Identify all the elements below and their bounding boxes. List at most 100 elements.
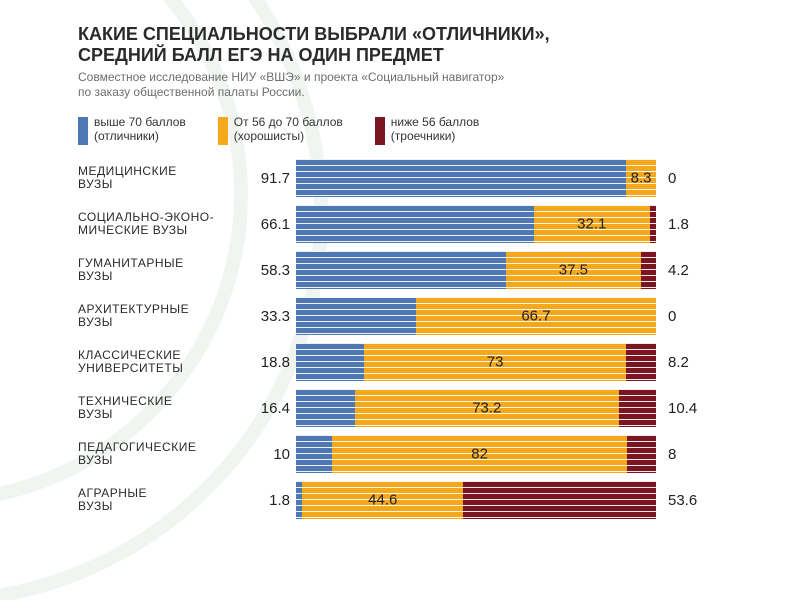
category-line-1: АГРАРНЫЕ (78, 486, 147, 500)
stacked-bar: 32.1 (296, 205, 656, 243)
category-line-1: АРХИТЕКТУРНЫЕ (78, 302, 189, 316)
chart-rows: МЕДИЦИНСКИЕВУЗЫ91.78.30СОЦИАЛЬНО-ЭКОНО-М… (78, 159, 778, 519)
legend-line-1: От 56 до 70 баллов (234, 116, 343, 130)
category-label: МЕДИЦИНСКИЕВУЗЫ (78, 165, 238, 192)
segment-high (296, 159, 626, 197)
segment-low (627, 435, 656, 473)
segment-low (463, 481, 656, 519)
value-high: 33.3 (244, 308, 290, 325)
value-mid: 37.5 (559, 262, 588, 279)
subtitle-line-2: по заказу общественной палаты России. (78, 85, 305, 99)
value-high: 1.8 (244, 492, 290, 509)
chart-row: АГРАРНЫЕВУЗЫ 1.8 44.6 53.6 (78, 481, 778, 519)
chart-row: КЛАССИЧЕСКИЕУНИВЕРСИТЕТЫ 18.8 73 8.2 (78, 343, 778, 381)
category-line-2: ВУЗЫ (78, 269, 113, 283)
category-line-2: ВУЗЫ (78, 453, 113, 467)
legend-item: От 56 до 70 баллов(хорошисты) (218, 116, 343, 145)
value-mid: 44.6 (368, 492, 397, 509)
value-low: 8.2 (662, 354, 708, 371)
value-mid: 32.1 (577, 216, 606, 233)
title-line-2: СРЕДНИЙ БАЛЛ ЕГЭ НА ОДИН ПРЕДМЕТ (78, 45, 444, 65)
page-title: КАКИЕ СПЕЦИАЛЬНОСТИ ВЫБРАЛИ «ОТЛИЧНИКИ»,… (78, 24, 778, 66)
stacked-bar: 82 (296, 435, 656, 473)
legend-line-1: ниже 56 баллов (391, 116, 480, 130)
segment-low (641, 251, 656, 289)
value-mid: 73 (487, 354, 504, 371)
legend-text: От 56 до 70 баллов(хорошисты) (234, 116, 343, 144)
category-label: СОЦИАЛЬНО-ЭКОНО-МИЧЕСКИЕ ВУЗЫ (78, 211, 238, 238)
segment-low (619, 389, 656, 427)
category-line-2: ВУЗЫ (78, 407, 113, 421)
value-high: 18.8 (244, 354, 290, 371)
chart-row: АРХИТЕКТУРНЫЕВУЗЫ 33.3 66.7 0 (78, 297, 778, 335)
category-line-1: СОЦИАЛЬНО-ЭКОНО- (78, 210, 214, 224)
segment-high (296, 297, 416, 335)
infographic-card: КАКИЕ СПЕЦИАЛЬНОСТИ ВЫБРАЛИ «ОТЛИЧНИКИ»,… (78, 24, 778, 519)
value-mid: 8.3 (631, 170, 652, 187)
value-low: 0 (662, 170, 708, 187)
category-line-2: МИЧЕСКИЕ ВУЗЫ (78, 223, 188, 237)
category-label: АРХИТЕКТУРНЫЕВУЗЫ (78, 303, 238, 330)
legend-item: ниже 56 баллов(троечники) (375, 116, 480, 145)
legend-text: выше 70 баллов(отличники) (94, 116, 186, 144)
category-label: ПЕДАГОГИЧЕСКИЕВУЗЫ (78, 441, 238, 468)
value-high: 66.1 (244, 216, 290, 233)
category-label: ТЕХНИЧЕСКИЕВУЗЫ (78, 395, 238, 422)
legend-swatch (78, 117, 88, 145)
stacked-bar: 8.3 (296, 159, 656, 197)
value-high: 58.3 (244, 262, 290, 279)
category-line-1: ТЕХНИЧЕСКИЕ (78, 394, 172, 408)
chart-row: ПЕДАГОГИЧЕСКИЕВУЗЫ 10 82 8 (78, 435, 778, 473)
stacked-bar: 73.2 (296, 389, 656, 427)
value-high: 10 (244, 446, 290, 463)
legend-line-1: выше 70 баллов (94, 116, 186, 130)
category-line-1: КЛАССИЧЕСКИЕ (78, 348, 181, 362)
stacked-bar: 44.6 (296, 481, 656, 519)
value-low: 0 (662, 308, 708, 325)
segment-high (296, 389, 355, 427)
legend-line-2: (троечники) (391, 130, 480, 144)
chart-row: СОЦИАЛЬНО-ЭКОНО-МИЧЕСКИЕ ВУЗЫ 66.1 32.1 1.8 (78, 205, 778, 243)
segment-high (296, 435, 332, 473)
segment-high (296, 343, 364, 381)
chart-row: ГУМАНИТАРНЫЕВУЗЫ 58.3 37.5 4.2 (78, 251, 778, 289)
value-low: 4.2 (662, 262, 708, 279)
legend-swatch (218, 117, 228, 145)
value-mid: 66.7 (521, 308, 550, 325)
value-low: 53.6 (662, 492, 708, 509)
category-line-2: ВУЗЫ (78, 177, 113, 191)
title-line-1: КАКИЕ СПЕЦИАЛЬНОСТИ ВЫБРАЛИ «ОТЛИЧНИКИ», (78, 24, 550, 44)
stacked-bar: 73 (296, 343, 656, 381)
category-line-1: МЕДИЦИНСКИЕ (78, 164, 177, 178)
page-subtitle: Совместное исследование НИУ «ВШЭ» и прое… (78, 70, 778, 100)
category-line-2: ВУЗЫ (78, 499, 113, 513)
value-mid: 73.2 (472, 400, 501, 417)
category-line-2: ВУЗЫ (78, 315, 113, 329)
legend-item: выше 70 баллов(отличники) (78, 116, 186, 145)
segment-low (626, 343, 656, 381)
stacked-bar: 66.7 (296, 297, 656, 335)
category-line-1: ГУМАНИТАРНЫЕ (78, 256, 184, 270)
category-line-1: ПЕДАГОГИЧЕСКИЕ (78, 440, 196, 454)
category-label: ГУМАНИТАРНЫЕВУЗЫ (78, 257, 238, 284)
segment-high (296, 251, 506, 289)
value-low: 1.8 (662, 216, 708, 233)
segment-low (650, 205, 656, 243)
legend: выше 70 баллов(отличники) От 56 до 70 бал… (78, 116, 778, 145)
legend-text: ниже 56 баллов(троечники) (391, 116, 480, 144)
value-low: 8 (662, 446, 708, 463)
category-label: КЛАССИЧЕСКИЕУНИВЕРСИТЕТЫ (78, 349, 238, 376)
stacked-bar: 37.5 (296, 251, 656, 289)
subtitle-line-1: Совместное исследование НИУ «ВШЭ» и прое… (78, 70, 504, 84)
legend-swatch (375, 117, 385, 145)
legend-line-2: (хорошисты) (234, 130, 343, 144)
category-label: АГРАРНЫЕВУЗЫ (78, 487, 238, 514)
value-low: 10.4 (662, 400, 708, 417)
value-mid: 82 (471, 446, 488, 463)
legend-line-2: (отличники) (94, 130, 186, 144)
segment-high (296, 205, 534, 243)
value-high: 91.7 (244, 170, 290, 187)
chart-row: МЕДИЦИНСКИЕВУЗЫ 91.7 8.3 0 (78, 159, 778, 197)
chart-row: ТЕХНИЧЕСКИЕВУЗЫ 16.4 73.2 10.4 (78, 389, 778, 427)
value-high: 16.4 (244, 400, 290, 417)
